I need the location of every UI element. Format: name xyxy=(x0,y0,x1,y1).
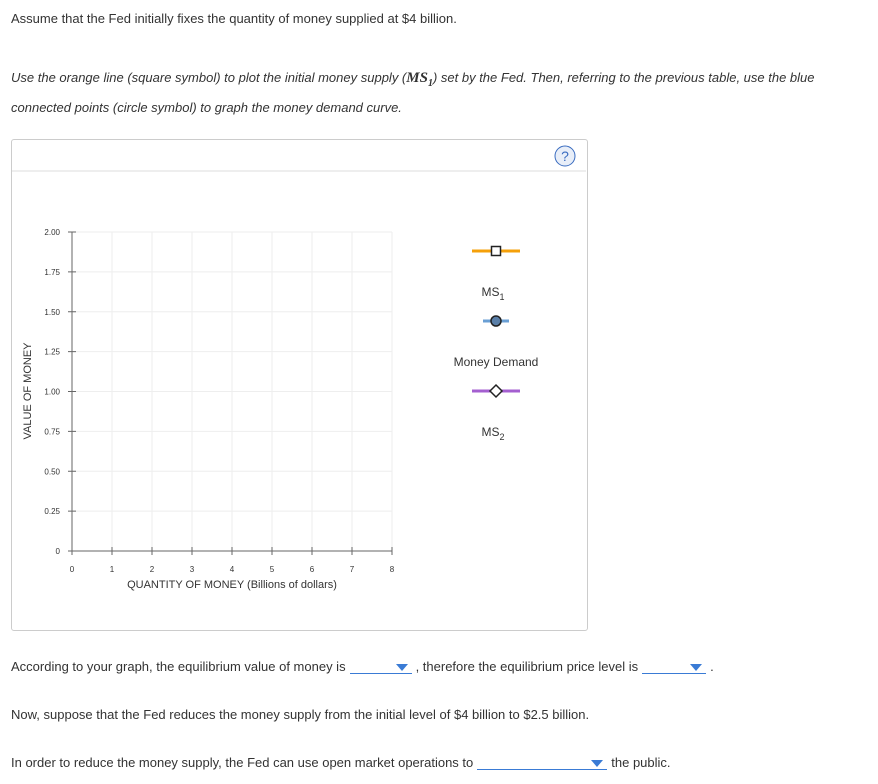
legend-item[interactable]: MS1 xyxy=(472,245,520,303)
y-tick-label: 2.00 xyxy=(44,228,60,237)
legend-label: Money Demand xyxy=(454,355,539,369)
x-tick-label: 1 xyxy=(110,565,115,574)
dropdown[interactable] xyxy=(642,659,707,674)
legend-label: MS1 xyxy=(481,285,504,302)
help-circle[interactable] xyxy=(554,145,576,167)
text: the public. xyxy=(611,755,671,770)
legend-name: Money Demand xyxy=(454,355,539,369)
question-2: Now, suppose that the Fed reduces the mo… xyxy=(11,707,590,722)
y-tick-label: 1.25 xyxy=(44,348,60,357)
legend-sub: 2 xyxy=(499,432,504,442)
legend-item[interactable]: Money Demand xyxy=(454,315,539,369)
intro: Assume that the Fed initially fixes the … xyxy=(11,11,457,26)
symbol-text: MS xyxy=(406,70,428,86)
help-button[interactable]: ? xyxy=(554,145,576,167)
legend-label: MS2 xyxy=(481,425,504,442)
dropdown[interactable] xyxy=(477,755,608,770)
question-1: According to your graph, the equilibrium… xyxy=(11,659,714,674)
legend-sub: 1 xyxy=(499,292,504,302)
legend-symbol xyxy=(490,315,502,327)
x-tick-label: 0 xyxy=(70,565,75,574)
text: ) set by the Fed. Then, referring to the… xyxy=(11,70,815,115)
y-tick-label: 0.25 xyxy=(44,507,60,516)
text: Use the orange line (square symbol) to p… xyxy=(11,70,407,85)
x-axis-label: QUANTITY OF MONEY (Billions of dollars) xyxy=(127,579,337,591)
help-text[interactable]: ? xyxy=(561,148,569,164)
y-tick-label: 1.00 xyxy=(44,388,60,397)
text: According to your graph, the equilibrium… xyxy=(11,659,346,674)
legend-symbol xyxy=(488,383,504,399)
text: , therefore the equilibrium price level … xyxy=(415,659,639,674)
legend-item[interactable]: MS2 xyxy=(472,383,520,442)
y-axis-label: VALUE OF MONEY xyxy=(22,342,34,440)
x-tick-label: 8 xyxy=(390,565,395,574)
x-tick-label: 2 xyxy=(150,565,155,574)
symbol: MS1 xyxy=(406,70,433,89)
graph-panel xyxy=(11,139,588,631)
y-tick-label: 1.75 xyxy=(44,268,60,277)
text: . xyxy=(710,659,714,674)
legend-name: MS xyxy=(481,425,499,439)
text: In order to reduce the money supply, the… xyxy=(11,755,474,770)
instruction: Use the orange line (square symbol) to p… xyxy=(11,66,876,120)
x-tick-label: 4 xyxy=(230,565,235,574)
subscript: 1 xyxy=(427,78,433,89)
y-tick-label: 0.75 xyxy=(44,427,60,436)
x-tick-label: 6 xyxy=(310,565,315,574)
x-tick-label: 5 xyxy=(270,565,275,574)
y-tick-label: 0.50 xyxy=(44,467,60,476)
dropdown[interactable] xyxy=(349,659,412,674)
legend-symbol xyxy=(490,245,502,257)
legend-name: MS xyxy=(481,285,499,299)
y-tick-label: 0 xyxy=(56,547,61,556)
x-tick-label: 7 xyxy=(350,565,355,574)
y-tick-label: 1.50 xyxy=(44,308,60,317)
x-tick-label: 3 xyxy=(190,565,195,574)
question-3: In order to reduce the money supply, the… xyxy=(11,755,671,770)
